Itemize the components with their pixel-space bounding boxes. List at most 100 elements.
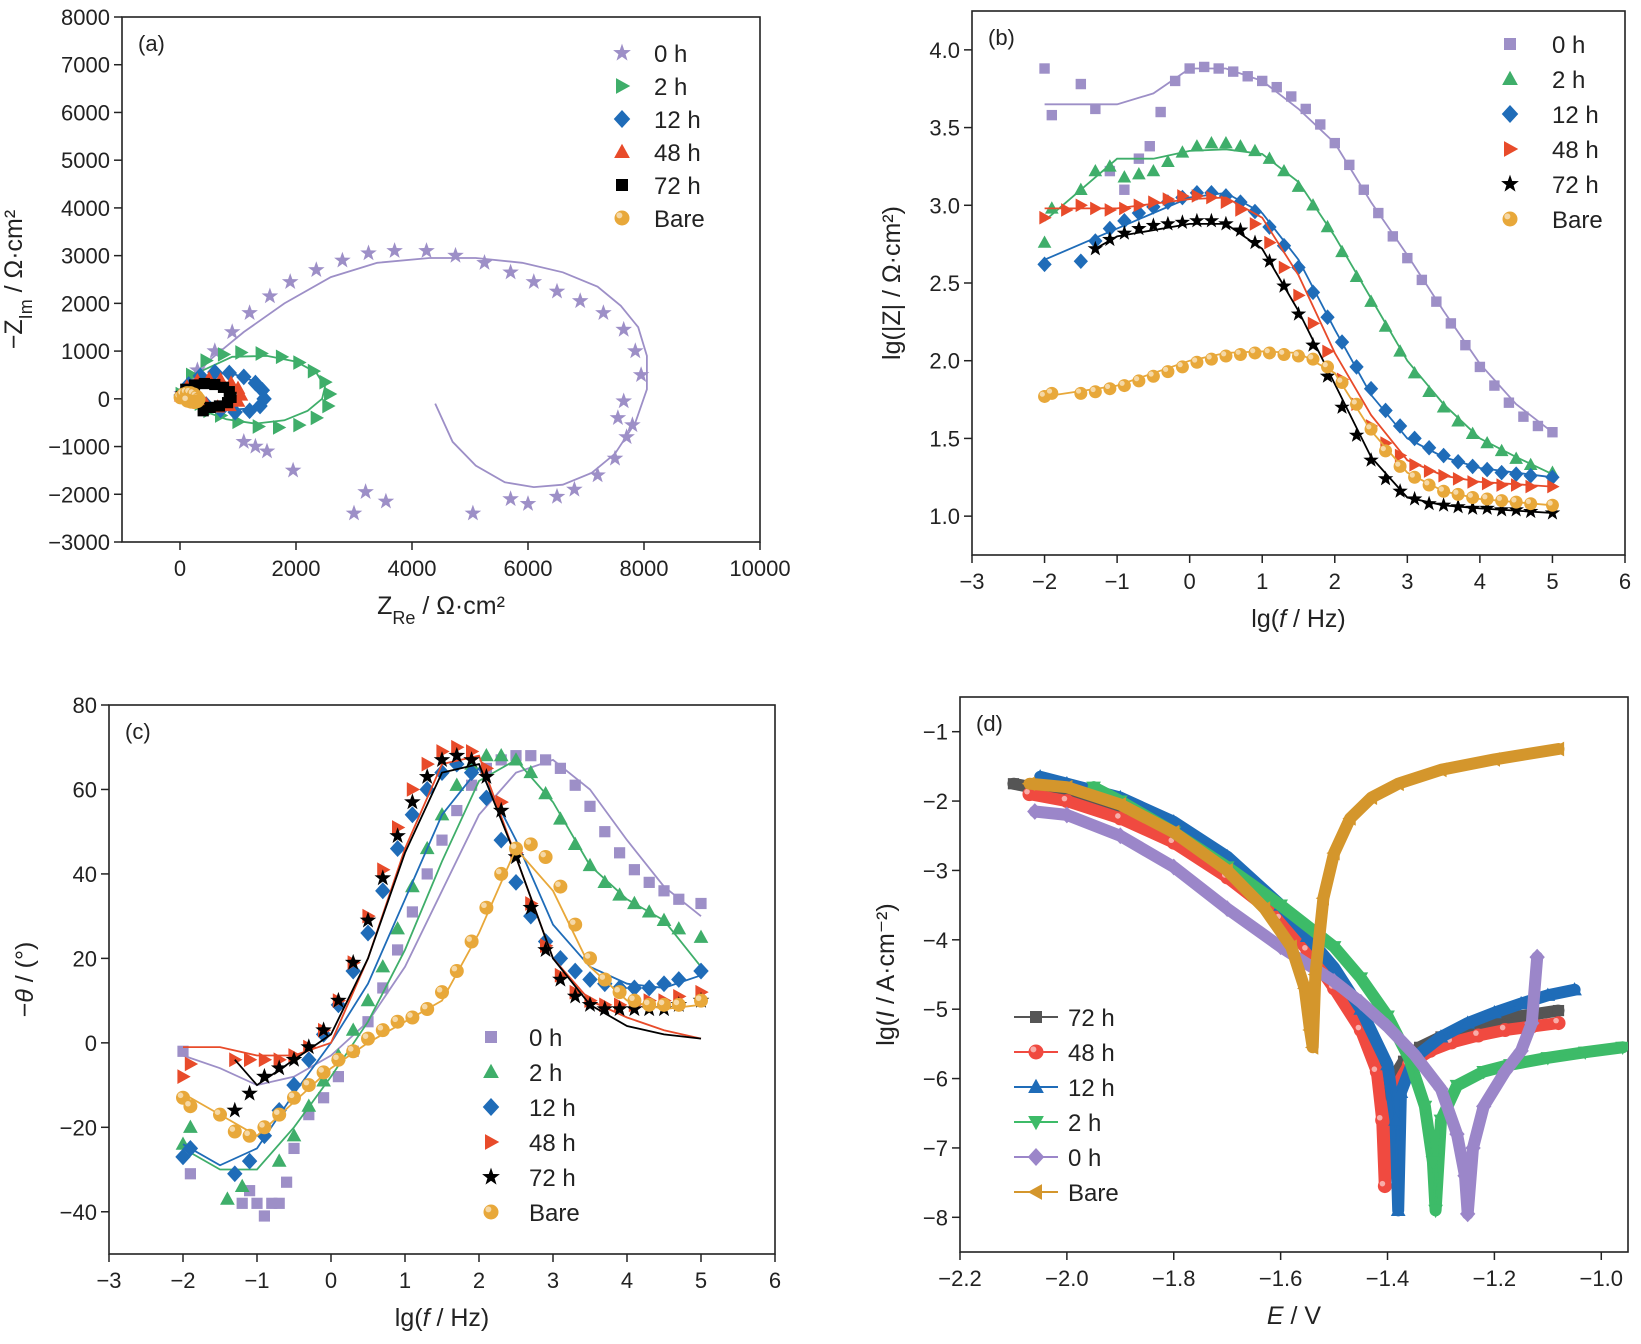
data-point xyxy=(632,366,650,382)
data-point xyxy=(301,1051,317,1069)
data-point xyxy=(641,904,657,918)
legend-label: 72 h xyxy=(654,173,701,200)
y-tick-label: 1000 xyxy=(61,339,110,364)
data-point xyxy=(1422,384,1436,397)
y-tick-label: 7000 xyxy=(61,53,110,78)
legend: 0 h 2 h 12 h 48 h 72 h Bare xyxy=(613,41,705,233)
data-point xyxy=(316,1073,331,1087)
data-point xyxy=(258,1052,273,1068)
data-point xyxy=(627,342,644,359)
data-point xyxy=(1433,1029,1449,1043)
data-point xyxy=(213,1107,227,1122)
data-point xyxy=(1102,231,1118,247)
data-point xyxy=(673,893,685,905)
data-point xyxy=(1523,467,1538,484)
legend-label: 0 h xyxy=(654,41,687,68)
data-point xyxy=(1509,495,1523,509)
data-point xyxy=(272,1107,287,1122)
legend-marker xyxy=(1504,38,1516,50)
legend-item: 48 h xyxy=(1504,137,1599,164)
data-point xyxy=(270,1059,288,1076)
data-point xyxy=(1407,365,1422,379)
data-point xyxy=(1476,1066,1492,1080)
data-point xyxy=(596,1000,614,1017)
y-tick-label: 6000 xyxy=(61,100,110,125)
data-point xyxy=(213,400,226,412)
data-point xyxy=(273,1197,285,1209)
data-point xyxy=(1480,435,1494,449)
data-point xyxy=(375,1023,390,1038)
data-point xyxy=(1494,443,1509,457)
data-point xyxy=(345,1022,361,1036)
data-point xyxy=(177,1045,189,1057)
data-point xyxy=(226,1101,244,1118)
data-point xyxy=(251,1197,263,1209)
plot-area xyxy=(173,242,650,521)
data-point xyxy=(1162,192,1176,206)
data-point xyxy=(404,806,421,824)
data-point xyxy=(1377,470,1394,486)
data-point xyxy=(597,874,613,888)
legend-item: 2 h xyxy=(616,74,687,101)
data-point xyxy=(1524,497,1538,511)
data-point xyxy=(1203,212,1220,228)
data-point xyxy=(293,417,307,433)
data-point xyxy=(1086,781,1101,795)
data-point xyxy=(1433,762,1447,778)
legend-label: 2 h xyxy=(529,1060,562,1087)
plot-area xyxy=(1007,741,1628,1223)
legend-marker xyxy=(1027,1184,1042,1200)
data-point xyxy=(405,1010,420,1025)
data-point xyxy=(318,1092,330,1104)
x-tick-label: −1 xyxy=(1105,569,1130,594)
data-point xyxy=(392,944,404,956)
y-tick-label: −6 xyxy=(923,1067,948,1092)
data-point xyxy=(1423,464,1437,478)
data-point xyxy=(273,420,287,435)
data-point xyxy=(360,244,377,261)
data-point xyxy=(287,1090,301,1105)
legend-marker xyxy=(483,1204,499,1220)
data-point xyxy=(1445,318,1457,329)
legend-label: 2 h xyxy=(1552,67,1585,94)
data-point xyxy=(258,1210,270,1222)
data-point xyxy=(1228,66,1239,77)
series-0-h xyxy=(177,750,707,1222)
data-point xyxy=(1059,794,1074,809)
data-point xyxy=(1276,237,1292,254)
data-point xyxy=(595,304,612,320)
data-point xyxy=(1132,374,1146,388)
data-point xyxy=(1320,219,1335,233)
data-point xyxy=(189,361,206,378)
data-point xyxy=(244,1052,258,1068)
data-point xyxy=(1433,1114,1449,1128)
series-72-h xyxy=(226,746,710,1118)
legend-item: Bare xyxy=(1014,1180,1119,1207)
panel-a: 0 2000 4000 6000 8000 10000 −3000 −2000 −1000 0 10… xyxy=(0,5,791,628)
data-point xyxy=(1305,1039,1319,1055)
data-point xyxy=(1112,827,1129,845)
legend-marker xyxy=(1030,1011,1042,1023)
data-point xyxy=(234,1178,250,1193)
data-point xyxy=(227,403,243,421)
data-point xyxy=(566,987,584,1004)
series-bare xyxy=(1021,741,1565,1055)
x-tick-label: −2.2 xyxy=(938,1266,981,1291)
data-point xyxy=(464,934,479,949)
data-point xyxy=(1102,220,1118,237)
data-point xyxy=(1466,490,1480,504)
data-point xyxy=(1349,269,1364,282)
legend-marker xyxy=(614,143,630,158)
data-point xyxy=(1387,231,1399,242)
data-point xyxy=(334,251,351,268)
y-axis-label: −ZIm / Ω·cm² xyxy=(0,210,36,349)
data-point xyxy=(1326,941,1342,955)
legend-label: 12 h xyxy=(1552,102,1599,129)
y-tick-label: −7 xyxy=(923,1136,948,1161)
legend-item: 12 h xyxy=(482,1095,576,1122)
legend-item: 48 h xyxy=(614,140,701,167)
data-point xyxy=(1379,1018,1396,1035)
data-point xyxy=(1112,797,1126,812)
data-point xyxy=(1166,824,1180,840)
data-point xyxy=(286,1076,302,1094)
